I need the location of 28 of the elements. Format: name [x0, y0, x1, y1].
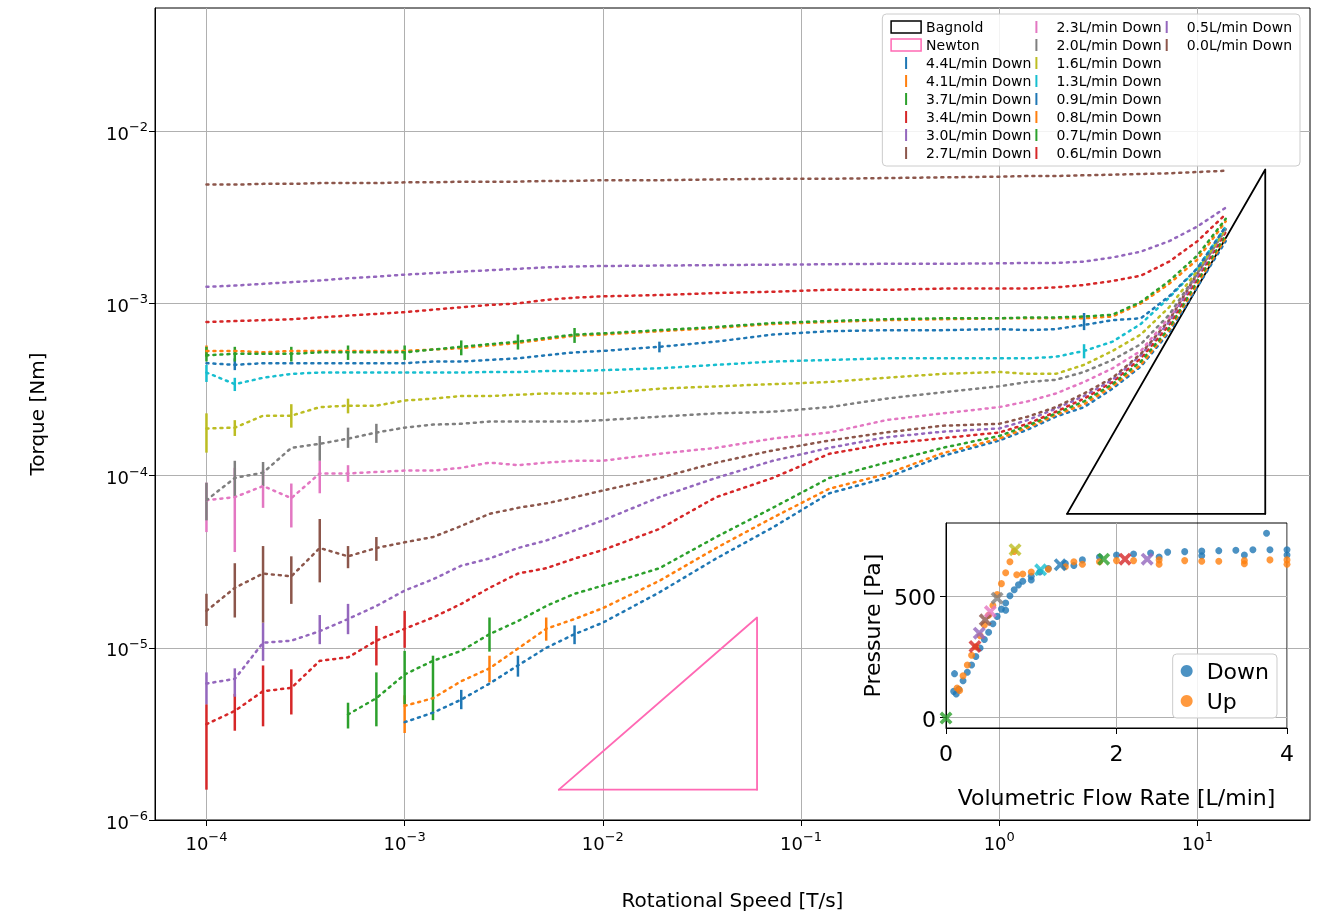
legend-label: 3.7L/min Down — [926, 91, 1032, 107]
legend-label: 3.0L/min Down — [926, 127, 1032, 143]
legend-label: 4.4L/min Down — [926, 55, 1032, 71]
legend-label: 2.3L/min Down — [1056, 19, 1162, 35]
legend-label: 1.6L/min Down — [1056, 55, 1162, 71]
legend-label: Up — [1206, 688, 1237, 714]
x-tick-label: 4 — [1280, 740, 1294, 766]
y-axis-title: Torque [Nm] — [25, 352, 49, 477]
legend-label: 0.6L/min Down — [1056, 145, 1162, 161]
legend-label: 0.9L/min Down — [1056, 91, 1162, 107]
legend-label: 1.3L/min Down — [1056, 73, 1162, 89]
legend-label: 3.4L/min Down — [926, 109, 1032, 125]
legend-label: Newton — [926, 37, 980, 53]
legend-label: 0.8L/min Down — [1056, 109, 1162, 125]
legend-label: 0.0L/min Down — [1186, 37, 1293, 53]
x-axis-title: Volumetric Flow Rate [L/min] — [957, 784, 1276, 810]
legend-label: 0.5L/min Down — [1186, 19, 1293, 35]
legend-label: 4.1L/min Down — [926, 73, 1032, 89]
y-axis-title: Pressure [Pa] — [859, 553, 885, 698]
x-axis-title: Rotational Speed [T/s] — [621, 888, 844, 912]
legend-label: Down — [1206, 658, 1270, 684]
legend-label: 0.7L/min Down — [1056, 127, 1162, 143]
y-tick-label: 500 — [894, 585, 936, 611]
x-tick-label: 0 — [939, 740, 953, 766]
x-tick-label: 2 — [1109, 740, 1124, 766]
legend-label: 2.0L/min Down — [1056, 37, 1162, 53]
legend-label: 2.7L/min Down — [926, 145, 1032, 161]
legend-label: Bagnold — [926, 19, 984, 35]
